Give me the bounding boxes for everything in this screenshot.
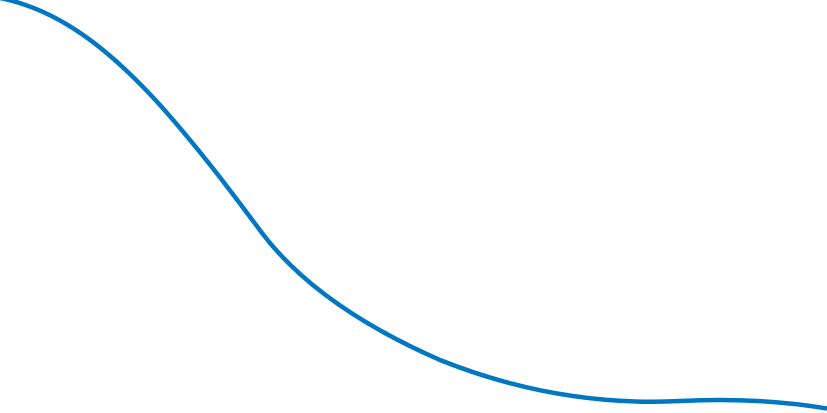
- wave-line: [0, 0, 827, 411]
- decorative-wave-curve: [0, 0, 827, 411]
